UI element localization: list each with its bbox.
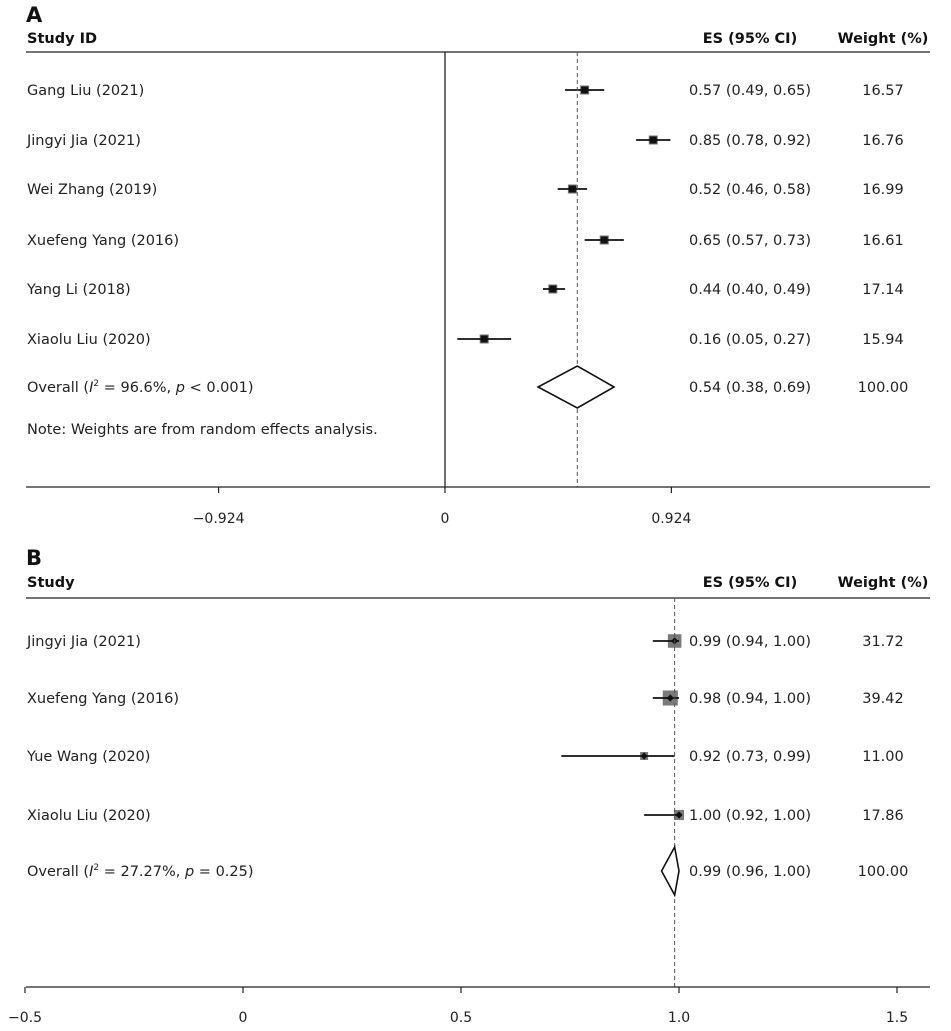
overall-weight: 100.00 [858, 380, 909, 396]
study-name: Xiaolu Liu (2020) [27, 332, 151, 348]
panel-a-label: A [26, 3, 43, 27]
study-weight: 16.76 [862, 133, 904, 149]
overall-es-ci: 0.54 (0.38, 0.69) [689, 380, 811, 396]
x-tick-label: −0.5 [8, 1010, 42, 1026]
weight-header: Weight (%) [838, 31, 929, 47]
study-point-estimate [649, 136, 657, 144]
weight-header: Weight (%) [838, 575, 929, 591]
study-point-estimate [600, 236, 608, 244]
study-es-ci: 0.44 (0.40, 0.49) [689, 282, 811, 298]
study-row: Yue Wang (2020) 0.92 (0.73, 0.99) 11.00 [26, 749, 904, 765]
study-point-estimate [581, 86, 589, 94]
study-row: Yang Li (2018) 0.44 (0.40, 0.49) 17.14 [26, 282, 904, 298]
x-tick-label: 0.5 [450, 1010, 472, 1026]
study-name: Xuefeng Yang (2016) [27, 691, 179, 707]
study-es-ci: 0.57 (0.49, 0.65) [689, 83, 811, 99]
study-point-estimate [666, 694, 674, 702]
x-tick-label: 0.924 [651, 511, 691, 527]
study-row: Wei Zhang (2019) 0.52 (0.46, 0.58) 16.99 [27, 182, 904, 198]
study-point-estimate [549, 285, 557, 293]
study-weight: 16.99 [862, 182, 904, 198]
study-weight: 11.00 [862, 749, 904, 765]
x-axis-ticks: −0.924 0 0.924 [193, 487, 692, 527]
study-es-ci: 0.99 (0.94, 1.00) [689, 634, 811, 650]
study-point-estimate [640, 752, 648, 760]
x-tick-label: 1.5 [886, 1010, 908, 1026]
study-row: Xuefeng Yang (2016) 0.98 (0.94, 1.00) 39.4… [27, 690, 904, 707]
study-weight: 17.14 [862, 282, 904, 298]
study-name: Xuefeng Yang (2016) [27, 233, 179, 249]
study-header: Study [27, 575, 75, 591]
study-point-estimate [480, 335, 488, 343]
study-name: Wei Zhang (2019) [27, 182, 157, 198]
study-rows: Gang Liu (2021) 0.57 (0.49, 0.65) 16.57 Jin… [26, 52, 904, 487]
overall-weight: 100.00 [858, 864, 909, 880]
study-es-ci: 0.92 (0.73, 0.99) [689, 749, 811, 765]
study-es-ci: 0.16 (0.05, 0.27) [689, 332, 811, 348]
study-es-ci: 0.85 (0.78, 0.92) [689, 133, 811, 149]
study-es-ci: 0.52 (0.46, 0.58) [689, 182, 811, 198]
study-weight: 15.94 [862, 332, 904, 348]
study-weight: 16.57 [862, 83, 904, 99]
study-name: Jingyi Jia (2021) [26, 634, 141, 650]
x-tick-label: 0 [239, 1010, 248, 1026]
study-es-ci: 0.98 (0.94, 1.00) [689, 691, 811, 707]
study-es-ci: 1.00 (0.92, 1.00) [689, 808, 811, 824]
study-row: Jingyi Jia (2021) 0.85 (0.78, 0.92) 16.76 [26, 133, 904, 149]
overall-label: Overall (I2 = 27.27%, p = 0.25) [27, 863, 254, 880]
study-weight: 39.42 [862, 691, 904, 707]
overall-diamond [660, 844, 680, 898]
study-weight: 17.86 [862, 808, 904, 824]
es-ci-header: ES (95% CI) [703, 575, 797, 591]
x-axis-ticks: −0.5 0 0.5 1.0 1.5 [8, 987, 908, 1026]
study-rows: Jingyi Jia (2021) 0.99 (0.94, 1.00) 31.72 X… [26, 598, 904, 987]
study-point-estimate [675, 811, 683, 819]
study-row: Xiaolu Liu (2020) 0.16 (0.05, 0.27) 15.94 [27, 332, 904, 348]
study-weight: 31.72 [862, 634, 904, 650]
overall-es-ci: 0.99 (0.96, 1.00) [689, 864, 811, 880]
panel-b-label: B [26, 546, 42, 570]
study-row: Xiaolu Liu (2020) 1.00 (0.92, 1.00) 17.86 [27, 808, 904, 824]
study-name: Yang Li (2018) [26, 282, 131, 298]
x-tick-label: −0.924 [193, 511, 245, 527]
study-name: Jingyi Jia (2021) [26, 133, 141, 149]
weights-note: Note: Weights are from random effects an… [27, 422, 378, 438]
study-row: Gang Liu (2021) 0.57 (0.49, 0.65) 16.57 [27, 83, 904, 99]
x-tick-label: 0 [441, 511, 450, 527]
forest-panel-b: B Study ES (95% CI) Weight (%) Jingyi Ji… [8, 546, 930, 1026]
study-id-header: Study ID [27, 31, 97, 47]
study-weight: 16.61 [862, 233, 904, 249]
es-ci-header: ES (95% CI) [703, 31, 797, 47]
study-point-estimate [568, 185, 576, 193]
study-row: Xuefeng Yang (2016) 0.65 (0.57, 0.73) 16.6… [27, 233, 904, 249]
study-name: Yue Wang (2020) [26, 749, 150, 765]
x-tick-label: 1.0 [668, 1010, 690, 1026]
study-name: Gang Liu (2021) [27, 83, 144, 99]
overall-label: Overall (I2 = 96.6%, p < 0.001) [27, 379, 254, 396]
study-name: Xiaolu Liu (2020) [27, 808, 151, 824]
forest-panel-a: A Study ID ES (95% CI) Weight (%) Gang L… [26, 3, 930, 527]
study-row: Jingyi Jia (2021) 0.99 (0.94, 1.00) 31.72 [26, 634, 904, 650]
overall-diamond [536, 365, 616, 409]
study-es-ci: 0.65 (0.57, 0.73) [689, 233, 811, 249]
